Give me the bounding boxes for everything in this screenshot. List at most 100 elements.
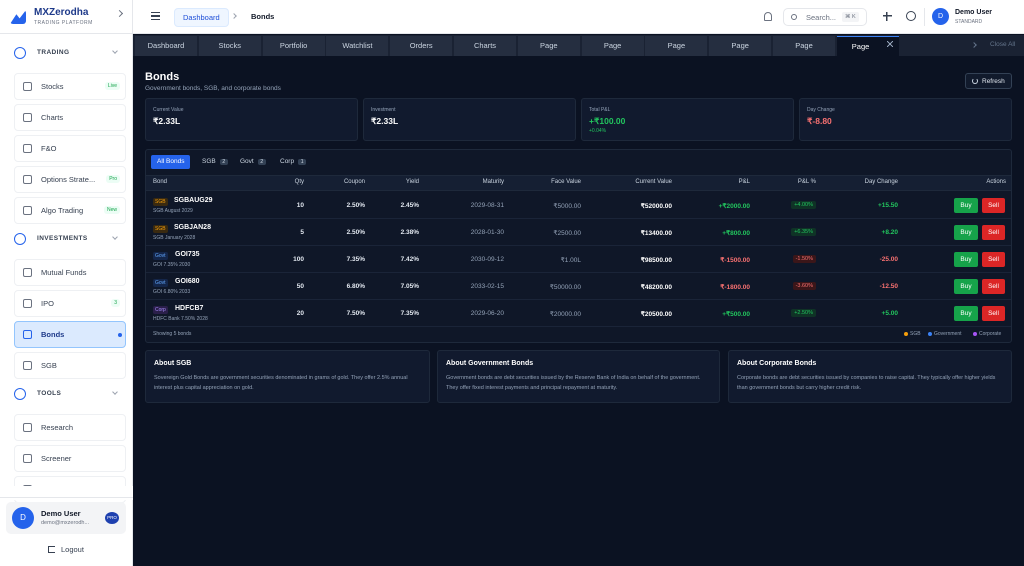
cell-pnl: ₹-1800.00 [720, 284, 750, 291]
sell-button[interactable]: Sell [982, 306, 1005, 321]
cell-coupon: 7.35% [346, 256, 365, 263]
nav-label: F&O [41, 144, 57, 153]
sell-button[interactable]: Sell [982, 225, 1005, 240]
filter-tab[interactable]: Govt 2 [234, 155, 272, 169]
section-title[interactable]: TRADING [37, 49, 70, 56]
breadcrumb-link[interactable]: Dashboard [174, 8, 229, 27]
column-header: P&L [738, 179, 750, 185]
nav-badge: New [103, 206, 120, 214]
active-dot [118, 333, 122, 337]
bond-name: SGB January 2028 [153, 235, 196, 241]
nav-item[interactable]: Mutual Funds [14, 259, 126, 286]
nav-item[interactable]: Charts [14, 104, 126, 131]
info-text: Government bonds are debt securities iss… [446, 375, 701, 391]
filter-tab[interactable]: Corp 1 [274, 155, 312, 169]
tab[interactable]: Page [517, 36, 580, 56]
buy-button[interactable]: Buy [954, 306, 978, 321]
nav-item[interactable]: IPO 3 [14, 290, 126, 317]
section-title[interactable]: INVESTMENTS [37, 235, 88, 242]
logout-icon [48, 546, 55, 553]
filter-count: 1 [298, 159, 307, 165]
bonds-panel: All Bonds SGB 2 Govt 2 Corp 1 Bond Qty Coupon Yiel… [145, 149, 1012, 343]
tab[interactable]: Page [581, 36, 644, 56]
nav-item[interactable]: Algo Trading New [14, 197, 126, 224]
page-subtitle: Government bonds, SGB, and corporate bon… [145, 85, 281, 92]
user-card: D Demo User demo@mxzerodh... PRO [6, 502, 126, 534]
user-badge: PRO [105, 512, 119, 524]
filter-tab[interactable]: All Bonds [151, 155, 191, 169]
search[interactable]: Search... ⌘ K [783, 8, 867, 26]
column-header: Coupon [343, 179, 365, 185]
menu-mid [151, 15, 160, 17]
user-menu[interactable]: D Demo User STANDARD [929, 5, 999, 29]
tab-close[interactable] [886, 41, 893, 47]
nav-item[interactable]: Options Strate... Pro [14, 166, 126, 193]
info-text: Sovereign Gold Bonds are government secu… [154, 375, 408, 391]
filter-tab[interactable]: SGB 2 [196, 155, 234, 169]
sidebar: MXZerodha TRADING PLATFORM TRADING Stocks Li… [0, 0, 133, 566]
help-button[interactable] [906, 11, 916, 21]
nav-item[interactable]: Research [14, 414, 126, 441]
stat-label: Total P&L [589, 107, 611, 113]
nav-icon [23, 206, 32, 215]
tab[interactable]: Page [645, 36, 708, 56]
nav-item[interactable]: Stocks Live [14, 73, 126, 100]
cell-qty: 5 [300, 229, 304, 236]
nav-icon [23, 299, 32, 308]
bond-type: Govt [153, 279, 168, 287]
cell-current-value: ₹52000.00 [640, 203, 672, 210]
cell-day-change: +15.50 [877, 202, 898, 209]
cell-coupon: 7.50% [346, 310, 365, 317]
buy-button[interactable]: Buy [954, 225, 978, 240]
nav-item[interactable]: Screener [14, 445, 126, 472]
info-title: About Corporate Bonds [737, 360, 817, 367]
tab[interactable]: Stocks [198, 36, 261, 56]
nav-item[interactable]: Bonds [14, 321, 126, 348]
refresh-icon [972, 78, 978, 84]
add-button[interactable] [882, 9, 892, 23]
cell-face-value: ₹1.00L [560, 257, 581, 264]
bond-type: Govt [153, 252, 168, 260]
tab[interactable]: Page [773, 36, 835, 56]
table-footer: Showing 5 bonds [153, 331, 192, 337]
stat-value: ₹-8.80 [807, 116, 832, 126]
tabs-scroll[interactable] [971, 42, 977, 48]
user-name: Demo User [955, 9, 992, 16]
nav-icon [23, 454, 32, 463]
section-chevron [112, 389, 118, 395]
tagline: TRADING PLATFORM [34, 20, 93, 26]
menu-button[interactable] [151, 12, 160, 20]
notifications[interactable] [764, 12, 772, 21]
buy-button[interactable]: Buy [954, 198, 978, 213]
column-header: Current Value [635, 179, 672, 185]
nav-label: Research [41, 423, 74, 432]
filter-label: Corp [280, 158, 295, 165]
cell-coupon: 6.80% [346, 283, 365, 290]
stat-card: Current Value ₹2.33L [145, 98, 358, 141]
close-all[interactable]: Close All [990, 41, 1016, 48]
buy-button[interactable]: Buy [954, 279, 978, 294]
cell-maturity: 2029-08-31 [470, 202, 504, 209]
tab[interactable]: Portfolio [262, 36, 325, 56]
tab[interactable]: Page [836, 36, 899, 56]
logout[interactable]: Logout [61, 545, 84, 554]
tab[interactable]: Page [709, 36, 772, 56]
tab[interactable]: Charts [454, 36, 516, 56]
nav-item[interactable]: F&O [14, 135, 126, 162]
info-card: About SGB Sovereign Gold Bonds are govern… [145, 350, 430, 403]
refresh-button[interactable]: Refresh [965, 73, 1012, 89]
buy-button[interactable]: Buy [954, 252, 978, 267]
sell-button[interactable]: Sell [982, 252, 1005, 267]
tab[interactable]: Dashboard [135, 36, 197, 56]
collapse[interactable] [115, 9, 124, 18]
search-icon [791, 14, 797, 20]
section-title[interactable]: TOOLS [37, 390, 62, 397]
nav-icon [23, 268, 32, 277]
nav-item[interactable]: SGB [14, 352, 126, 379]
tab[interactable]: Watchlist [326, 36, 389, 56]
sell-button[interactable]: Sell [982, 198, 1005, 213]
cell-day-change: +8.20 [881, 229, 898, 236]
bond-symbol: GOI735 [175, 251, 200, 258]
tab[interactable]: Orders [390, 36, 453, 56]
sell-button[interactable]: Sell [982, 279, 1005, 294]
